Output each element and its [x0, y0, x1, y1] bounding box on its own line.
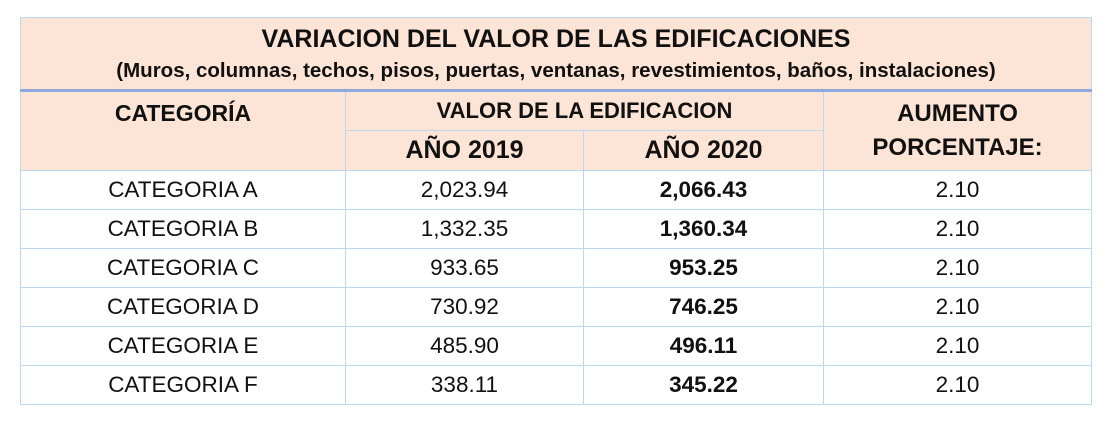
table-row: CATEGORIA E 485.90 496.11 2.10 [20, 326, 1093, 366]
table-row: CATEGORIA C 933.65 953.25 2.10 [20, 248, 1093, 288]
cell-aumento: 2.10 [822, 209, 1093, 249]
table-row: CATEGORIA B 1,332.35 1,360.34 2.10 [20, 209, 1093, 249]
cell-year-2020: 953.25 [583, 248, 824, 288]
valuation-table: VARIACION DEL VALOR DE LAS EDIFICACIONES… [19, 17, 1093, 405]
cell-categoria: CATEGORIA A [20, 170, 346, 210]
table-row: CATEGORIA D 730.92 746.25 2.10 [20, 287, 1093, 327]
cell-aumento: 2.10 [822, 170, 1093, 210]
table-row: CATEGORIA A 2,023.94 2,066.43 2.10 [20, 170, 1093, 210]
cell-year-2020: 496.11 [583, 326, 824, 366]
table-row: CATEGORIA F 338.11 345.22 2.10 [20, 365, 1093, 405]
table-title-cell: VARIACION DEL VALOR DE LAS EDIFICACIONES… [19, 17, 1093, 92]
valuation-table-container: VARIACION DEL VALOR DE LAS EDIFICACIONES… [19, 17, 1093, 405]
cell-categoria: CATEGORIA C [20, 248, 346, 288]
header-aumento-porcentaje: AUMENTO PORCENTAJE: [822, 90, 1093, 171]
cell-year-2019: 730.92 [345, 287, 584, 327]
header-year-2020: AÑO 2020 [583, 130, 824, 171]
cell-categoria: CATEGORIA E [20, 326, 346, 366]
cell-year-2020: 746.25 [583, 287, 824, 327]
cell-categoria: CATEGORIA D [20, 287, 346, 327]
cell-categoria: CATEGORIA F [20, 365, 346, 405]
cell-aumento: 2.10 [822, 287, 1093, 327]
header-aumento-line2: PORCENTAJE: [872, 134, 1043, 161]
cell-year-2019: 933.65 [345, 248, 584, 288]
cell-year-2020: 345.22 [583, 365, 824, 405]
cell-year-2020: 1,360.34 [583, 209, 824, 249]
cell-aumento: 2.10 [822, 365, 1093, 405]
cell-aumento: 2.10 [822, 248, 1093, 288]
cell-year-2020: 2,066.43 [583, 170, 824, 210]
cell-year-2019: 485.90 [345, 326, 584, 366]
header-year-2019: AÑO 2019 [345, 130, 584, 171]
cell-aumento: 2.10 [822, 326, 1093, 366]
cell-categoria: CATEGORIA B [20, 209, 346, 249]
header-aumento-line1: AUMENTO [897, 100, 1018, 127]
cell-year-2019: 2,023.94 [345, 170, 584, 210]
table-title: VARIACION DEL VALOR DE LAS EDIFICACIONES [261, 25, 851, 53]
header-categoria: CATEGORÍA [20, 90, 346, 171]
cell-year-2019: 338.11 [345, 365, 584, 405]
header-valor-edificacion: VALOR DE LA EDIFICACION [345, 90, 824, 131]
table-subtitle: (Muros, columnas, techos, pisos, puertas… [116, 59, 996, 82]
cell-year-2019: 1,332.35 [345, 209, 584, 249]
